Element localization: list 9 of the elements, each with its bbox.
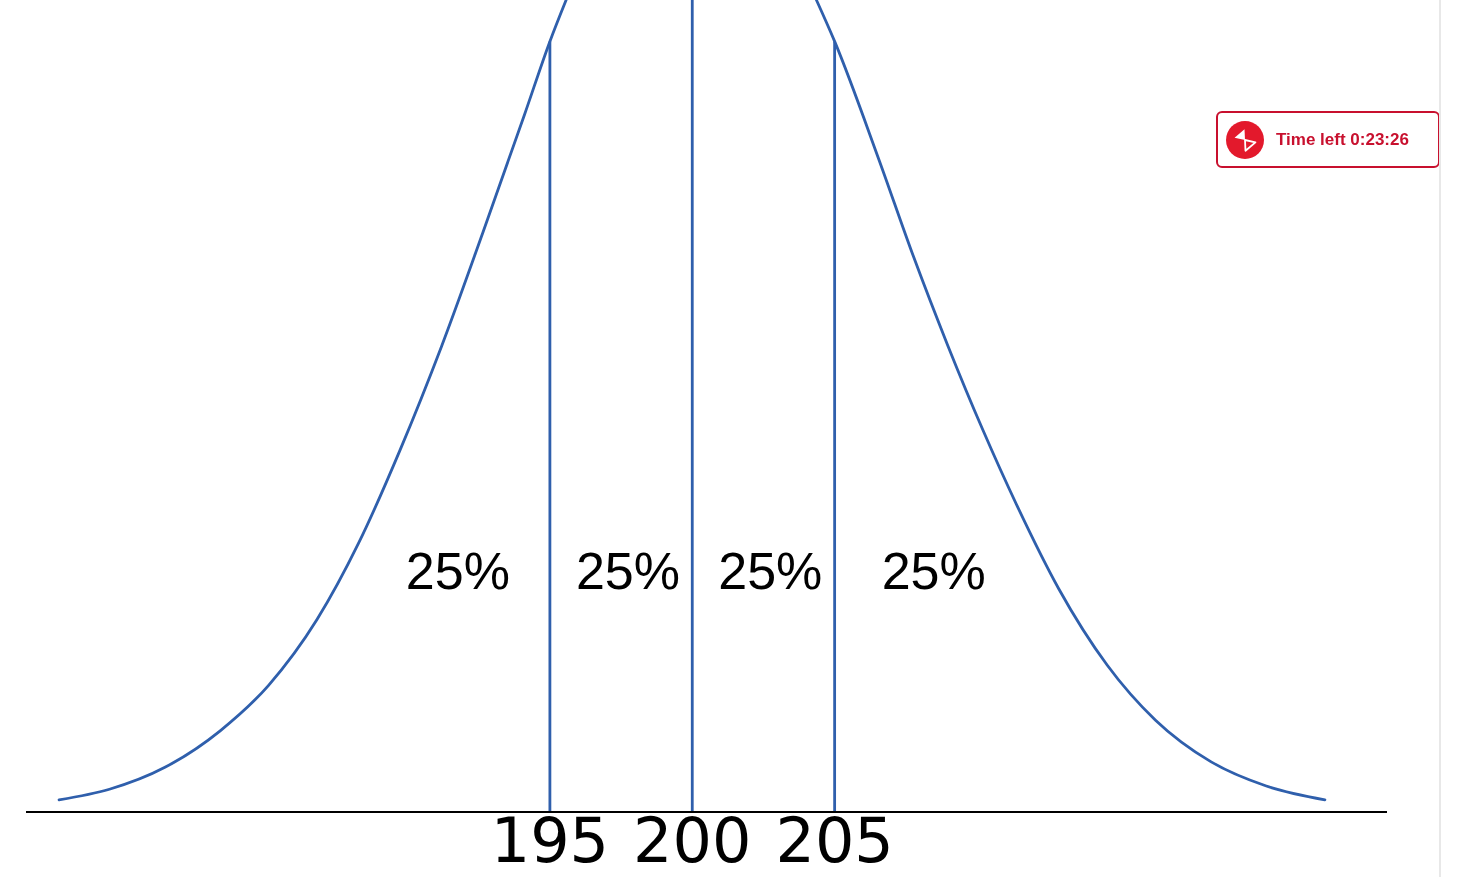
annotation: 25% bbox=[575, 541, 680, 600]
timer-badge: Time left 0:23:26 bbox=[1216, 111, 1440, 168]
x-tick-label: 200 bbox=[633, 804, 752, 877]
annotation: 25% bbox=[718, 541, 823, 600]
x-tick-label: 195 bbox=[490, 804, 610, 877]
annotation: Time left 0:23:26 bbox=[1276, 129, 1409, 150]
annotation: 25% bbox=[405, 541, 510, 600]
x-tick-label: 205 bbox=[775, 804, 894, 877]
annotation: 25% bbox=[881, 541, 986, 600]
